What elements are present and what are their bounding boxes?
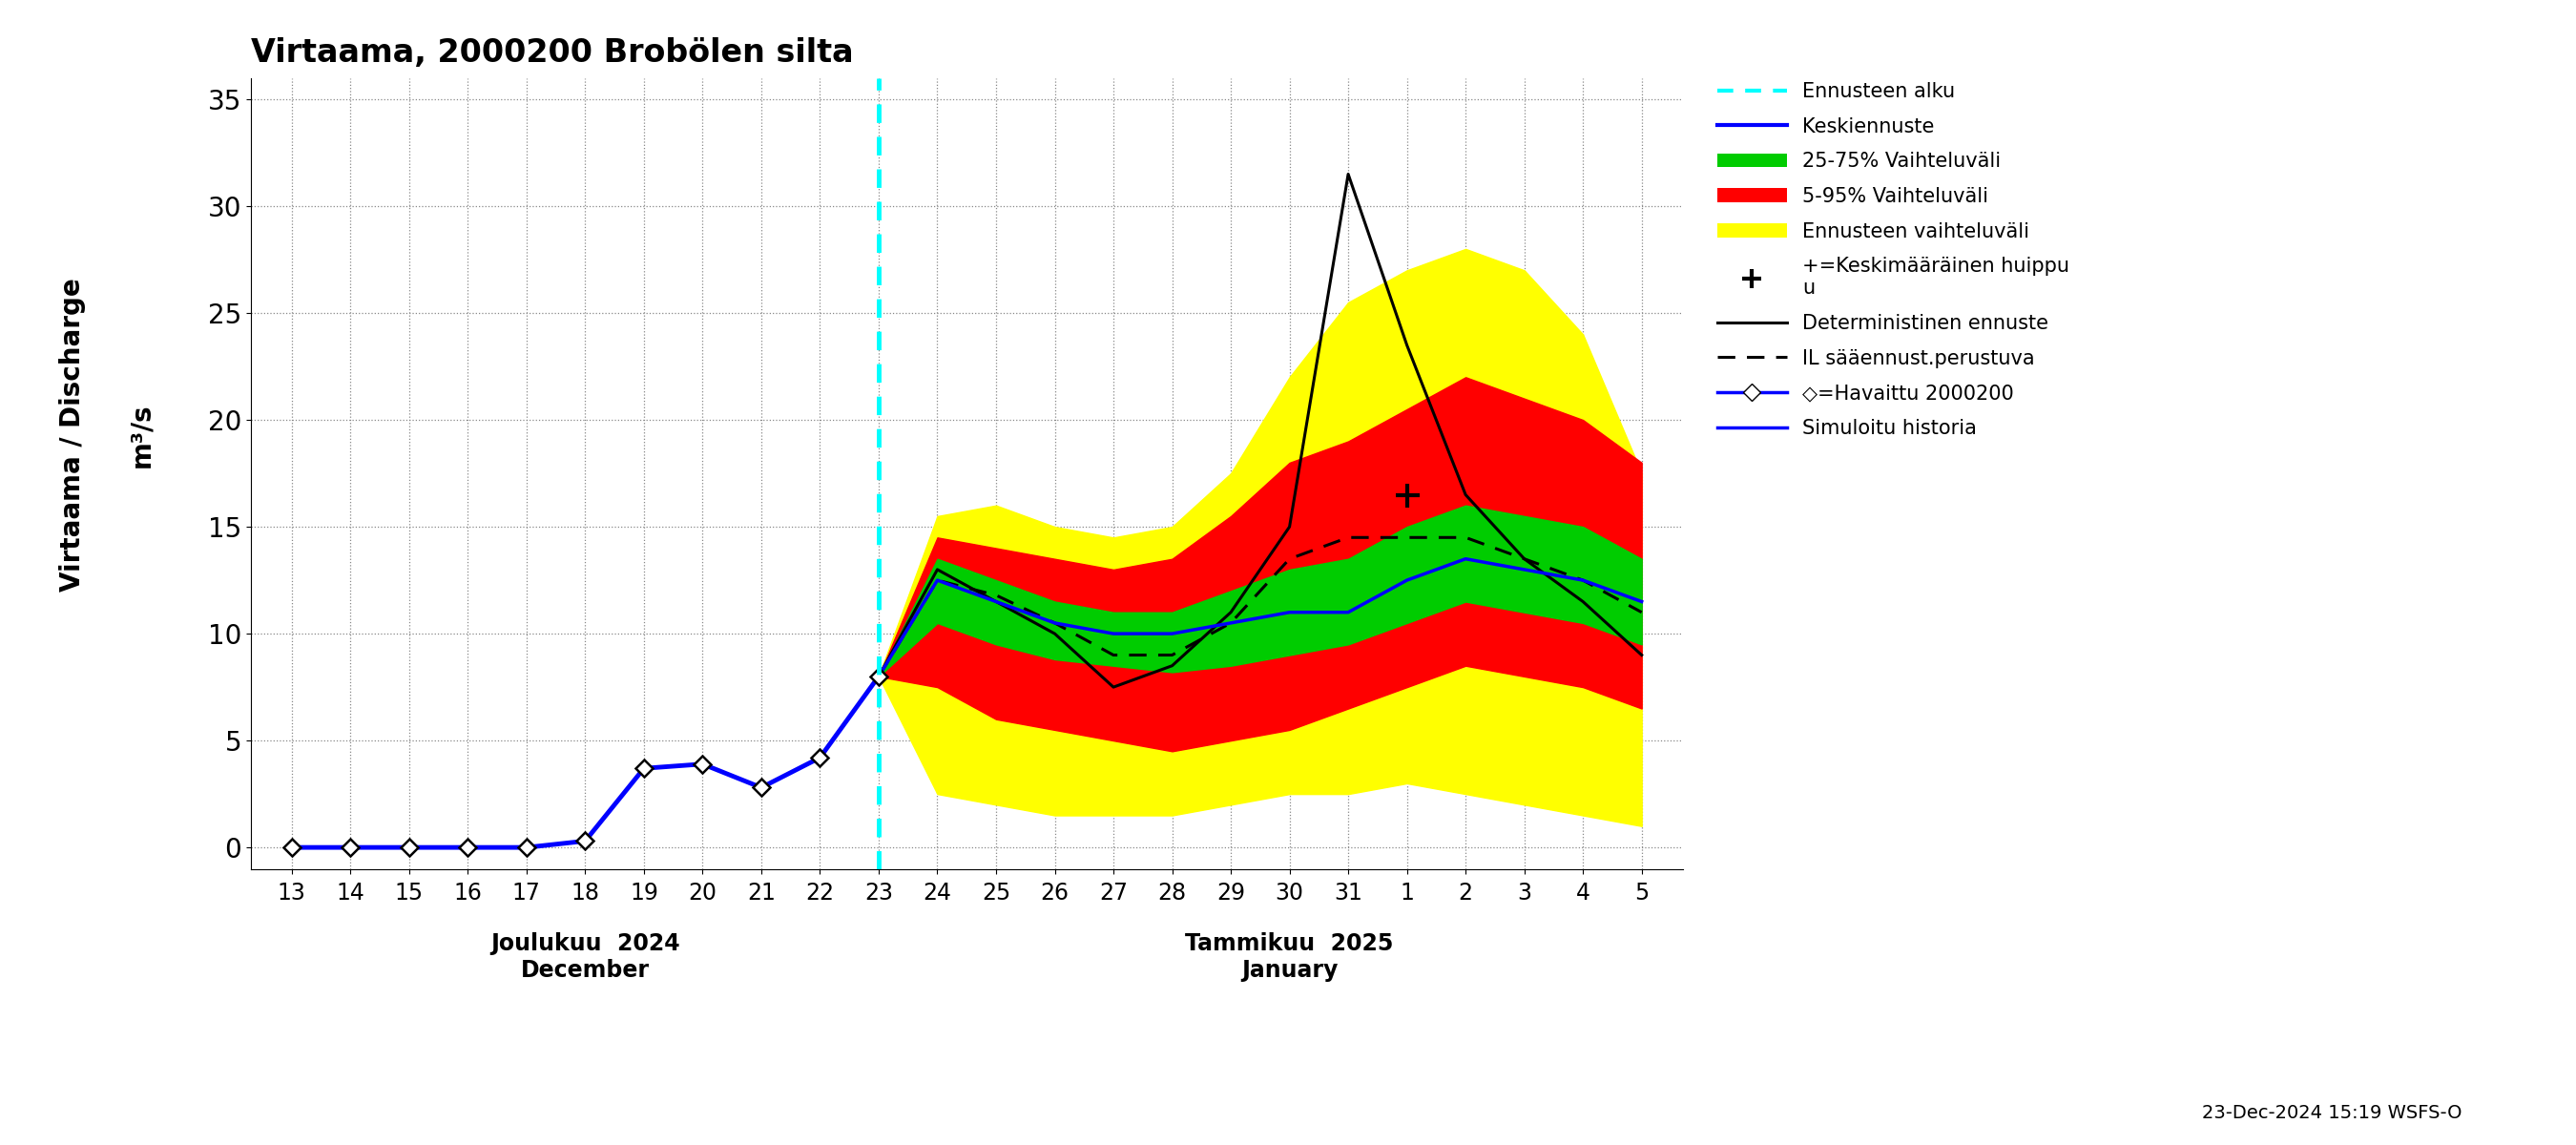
Text: Virtaama / Discharge: Virtaama / Discharge <box>59 278 85 592</box>
Text: m³/s: m³/s <box>129 403 155 467</box>
Text: 23-Dec-2024 15:19 WSFS-O: 23-Dec-2024 15:19 WSFS-O <box>2202 1104 2463 1122</box>
Text: Joulukuu  2024
December: Joulukuu 2024 December <box>489 932 680 981</box>
Legend: Ennusteen alku, Keskiennuste, 25-75% Vaihteluväli, 5-95% Vaihteluväli, Ennusteen: Ennusteen alku, Keskiennuste, 25-75% Vai… <box>1708 72 2079 448</box>
Text: Virtaama, 2000200 Brobölen silta: Virtaama, 2000200 Brobölen silta <box>250 37 853 69</box>
Text: Tammikuu  2025
January: Tammikuu 2025 January <box>1185 932 1394 981</box>
